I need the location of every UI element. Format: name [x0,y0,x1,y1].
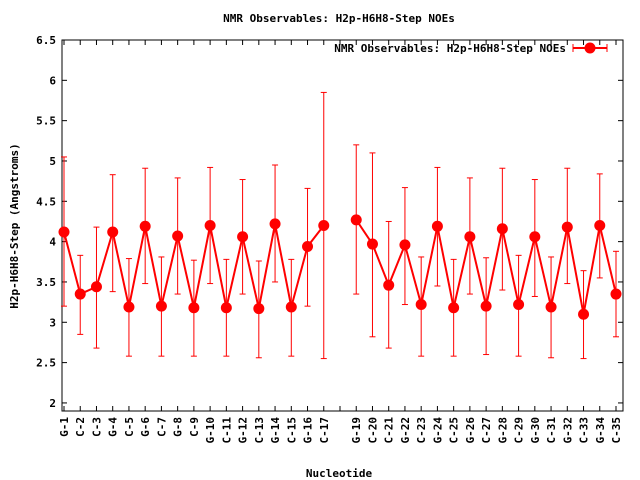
data-point [285,301,297,313]
data-point [74,288,86,300]
x-tick-label: G-6 [139,417,152,437]
legend: NMR Observables: H2p-H6H8-Step NOEs [334,42,608,55]
x-tick-label: C-20 [366,417,379,444]
x-tick-label: G-34 [594,417,607,444]
x-tick-label: G-26 [464,417,477,444]
legend-marker [584,42,596,54]
data-point [220,302,232,314]
x-tick-label: G-4 [107,417,120,437]
x-tick-label: G-8 [172,417,185,437]
legend-label: NMR Observables: H2p-H6H8-Step NOEs [334,42,566,55]
x-tick-label: C-11 [220,417,233,444]
x-tick-label: G-16 [302,417,315,444]
x-tick-label: G-22 [399,417,412,444]
data-point [204,220,216,231]
x-tick-label: C-3 [90,417,103,437]
data-point [464,231,476,243]
x-tick-label: G-32 [561,417,574,444]
data-point [594,220,606,231]
data-point [366,238,378,250]
data-point [545,301,557,313]
data-point [350,214,362,226]
x-tick-label: G-14 [269,417,282,444]
data-point [448,302,460,314]
x-tick-label: C-31 [545,417,558,444]
series-layer [58,91,622,360]
y-tick-label: 5.5 [36,115,56,128]
data-point [513,299,525,311]
y-axis: 2 2.5 3 3.5 4 4.5 5 5.5 6 6.5 [36,34,623,410]
x-tick-label: C-29 [513,417,526,444]
x-tick-label: G-28 [496,417,509,444]
x-tick-label: C-33 [578,417,591,444]
x-tick-label: G-19 [350,417,363,444]
x-tick-label: G-30 [529,417,542,444]
data-point [415,299,427,311]
data-point [578,308,590,320]
x-tick-label: C-23 [415,417,428,444]
data-point [302,240,314,252]
x-tick-label: G-1 [58,417,71,437]
x-tick-label: C-25 [448,417,461,444]
y-tick-label: 4.5 [36,195,56,208]
data-point [237,231,249,243]
data-point [155,300,167,312]
data-point [253,303,265,315]
x-tick-label: C-2 [74,417,87,437]
data-point [399,239,411,251]
x-axis: G-1 C-2 C-3 G-4 C-5 G-6 C-7 G-8 C-9 G-10 C-11 G-12 C… [58,40,623,444]
data-point [90,281,102,293]
x-axis-label: Nucleotide [306,467,373,480]
y-tick-label: 3.5 [36,276,56,289]
data-point [139,220,151,232]
x-tick-label: C-9 [188,417,201,437]
x-tick-label: G-24 [431,417,444,444]
data-point [58,226,70,238]
x-tick-label: C-27 [480,417,493,444]
x-tick-label: C-35 [610,417,623,444]
y-tick-label: 4 [49,236,56,249]
data-point [561,221,573,233]
data-point [188,302,200,314]
plot-frame [61,39,624,412]
data-point [172,230,184,242]
data-point [496,223,508,235]
x-tick-label: C-13 [253,417,266,444]
x-tick-label: G-12 [237,417,250,444]
data-point [318,220,330,231]
y-tick-label: 6.5 [36,34,56,47]
data-point [123,301,135,313]
data-point [610,288,622,300]
data-point [529,231,541,243]
y-tick-label: 6 [49,74,56,87]
y-tick-label: 3 [49,316,56,329]
x-tick-label: G-10 [204,417,217,444]
y-tick-label: 2 [49,397,56,410]
x-tick-label: C-5 [123,417,136,437]
data-point [431,220,443,232]
data-point [269,218,281,230]
data-point [383,279,395,291]
x-tick-label: C-21 [383,417,396,444]
x-tick-label: C-15 [285,417,298,444]
data-point [107,226,119,238]
x-tick-label: C-7 [155,417,168,437]
y-tick-label: 2.5 [36,357,56,370]
y-tick-label: 5 [49,155,56,168]
x-tick-label: C-17 [318,417,331,444]
y-axis-label: H2p-H6H8-Step (Angstroms) [8,143,21,309]
data-point [480,300,492,312]
chart-title: NMR Observables: H2p-H6H8-Step NOEs [223,12,455,25]
